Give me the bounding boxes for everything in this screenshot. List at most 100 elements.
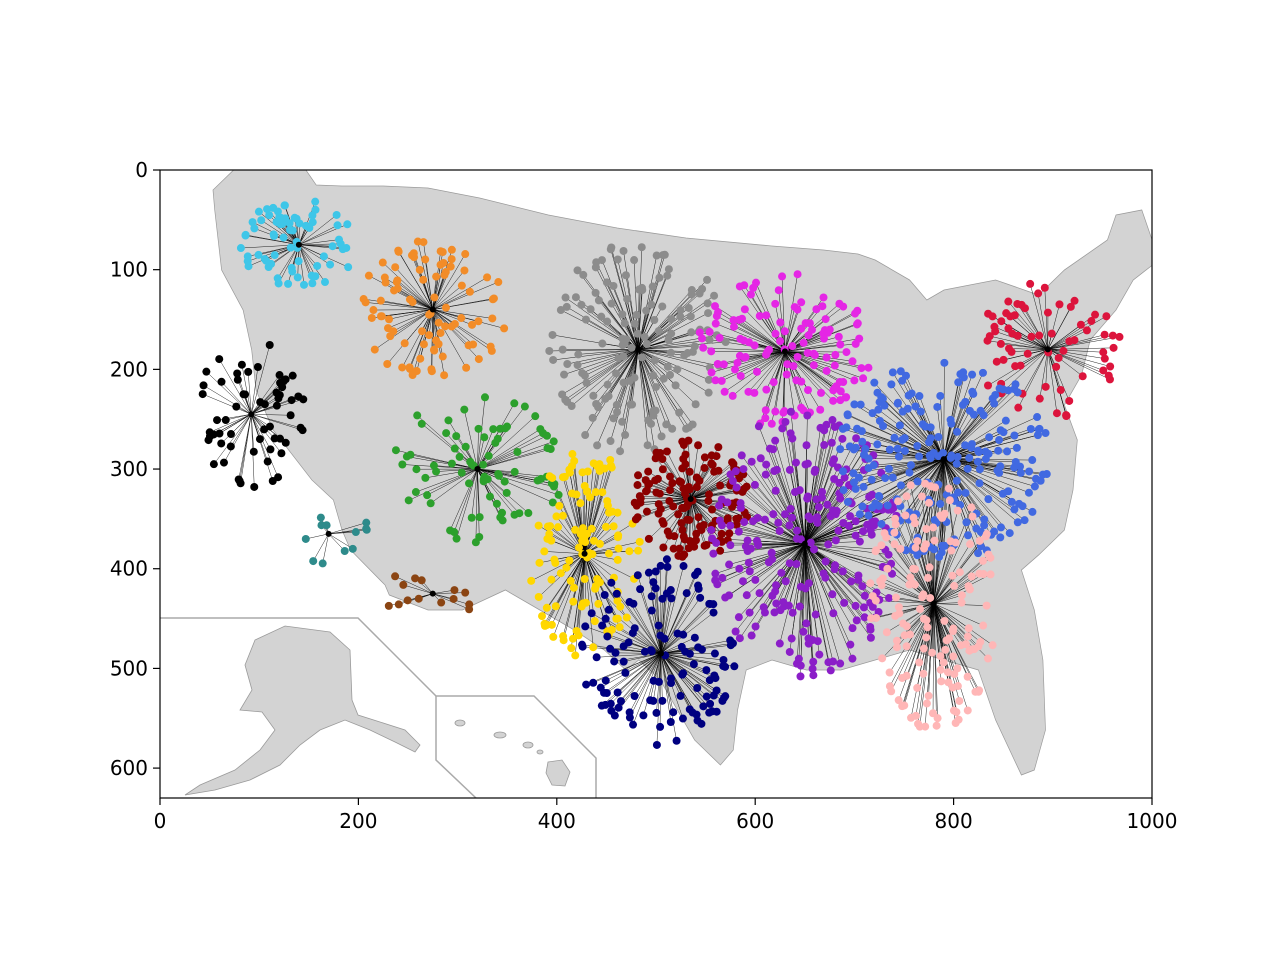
county-point <box>786 504 795 513</box>
county-point <box>682 424 691 433</box>
spoke-line <box>906 603 934 627</box>
county-point <box>707 525 716 534</box>
county-point <box>436 260 445 269</box>
county-point <box>760 515 769 524</box>
county-point <box>799 627 808 636</box>
cluster-center <box>635 346 642 353</box>
county-point <box>1003 447 1012 456</box>
county-point <box>393 276 402 285</box>
county-point <box>1052 362 1061 371</box>
county-point <box>984 449 993 458</box>
county-point <box>669 502 678 511</box>
county-point <box>618 310 627 319</box>
spoke-line <box>943 458 966 494</box>
county-point <box>675 544 684 553</box>
county-point <box>845 442 854 451</box>
spoke-line <box>690 463 734 500</box>
spoke-line <box>637 349 648 446</box>
county-point <box>704 388 713 397</box>
county-point <box>277 449 286 458</box>
county-point <box>928 648 937 657</box>
county-point <box>743 536 752 545</box>
county-point <box>704 375 713 384</box>
county-point <box>654 677 663 686</box>
spoke-line <box>456 468 478 539</box>
county-point <box>996 339 1005 348</box>
county-point <box>867 475 876 484</box>
spoke-line <box>804 543 892 564</box>
county-point <box>953 452 962 461</box>
county-point <box>1036 476 1045 485</box>
county-point <box>925 563 934 572</box>
spoke-line <box>804 543 841 664</box>
spoke-line <box>477 469 480 538</box>
county-point <box>589 643 598 652</box>
county-point <box>598 488 607 497</box>
county-point <box>274 473 283 482</box>
county-point <box>911 711 920 720</box>
spoke-line <box>1008 348 1048 350</box>
county-point <box>669 544 678 553</box>
county-point <box>613 596 622 605</box>
county-point <box>554 490 563 499</box>
county-point <box>411 574 420 583</box>
county-point <box>791 458 800 467</box>
spoke-line <box>570 553 585 582</box>
county-point <box>866 579 875 588</box>
county-point <box>659 519 668 528</box>
county-point <box>734 527 743 536</box>
county-point <box>1106 362 1115 371</box>
county-point <box>217 377 226 386</box>
county-point <box>775 639 784 648</box>
spoke-line <box>804 543 883 568</box>
county-point <box>290 213 299 222</box>
county-point <box>772 599 781 608</box>
county-point <box>732 520 741 529</box>
spoke-line <box>804 498 808 544</box>
spoke-line <box>477 447 548 470</box>
county-point <box>707 459 716 468</box>
spoke-line <box>397 280 433 310</box>
county-point <box>663 271 672 280</box>
county-point <box>761 470 770 479</box>
spoke-line <box>403 584 433 594</box>
county-point <box>919 590 928 599</box>
county-point <box>858 437 867 446</box>
county-point <box>877 581 886 590</box>
county-point <box>685 649 694 658</box>
county-point <box>677 478 686 487</box>
spoke-line <box>715 543 805 574</box>
county-point <box>555 501 564 510</box>
county-point <box>945 634 954 643</box>
county-point <box>578 468 587 477</box>
spoke-line <box>943 459 945 546</box>
spoke-line <box>774 440 806 544</box>
county-point <box>672 736 681 745</box>
spoke-line <box>251 413 301 428</box>
spoke-line <box>784 274 798 352</box>
county-point <box>943 668 952 677</box>
y-tick-label: 600 <box>110 756 148 780</box>
county-point <box>1013 331 1022 340</box>
spoke-line <box>784 351 853 362</box>
county-point <box>846 512 855 521</box>
spoke-line <box>804 438 857 544</box>
county-point <box>867 530 876 539</box>
county-point <box>811 465 820 474</box>
county-point <box>391 263 400 272</box>
county-point <box>711 376 720 385</box>
spoke-line <box>646 498 691 512</box>
hawaii-map <box>454 719 571 787</box>
spoke-line <box>1047 349 1070 402</box>
spoke-line <box>298 244 331 265</box>
county-point <box>969 410 978 419</box>
county-point <box>659 543 668 552</box>
county-point <box>962 518 971 527</box>
spoke-line <box>660 653 726 668</box>
spoke-line <box>1047 349 1058 414</box>
county-point <box>900 434 909 443</box>
county-point <box>986 570 995 579</box>
county-point <box>961 441 970 450</box>
county-point <box>1012 443 1021 452</box>
county-point <box>915 452 924 461</box>
